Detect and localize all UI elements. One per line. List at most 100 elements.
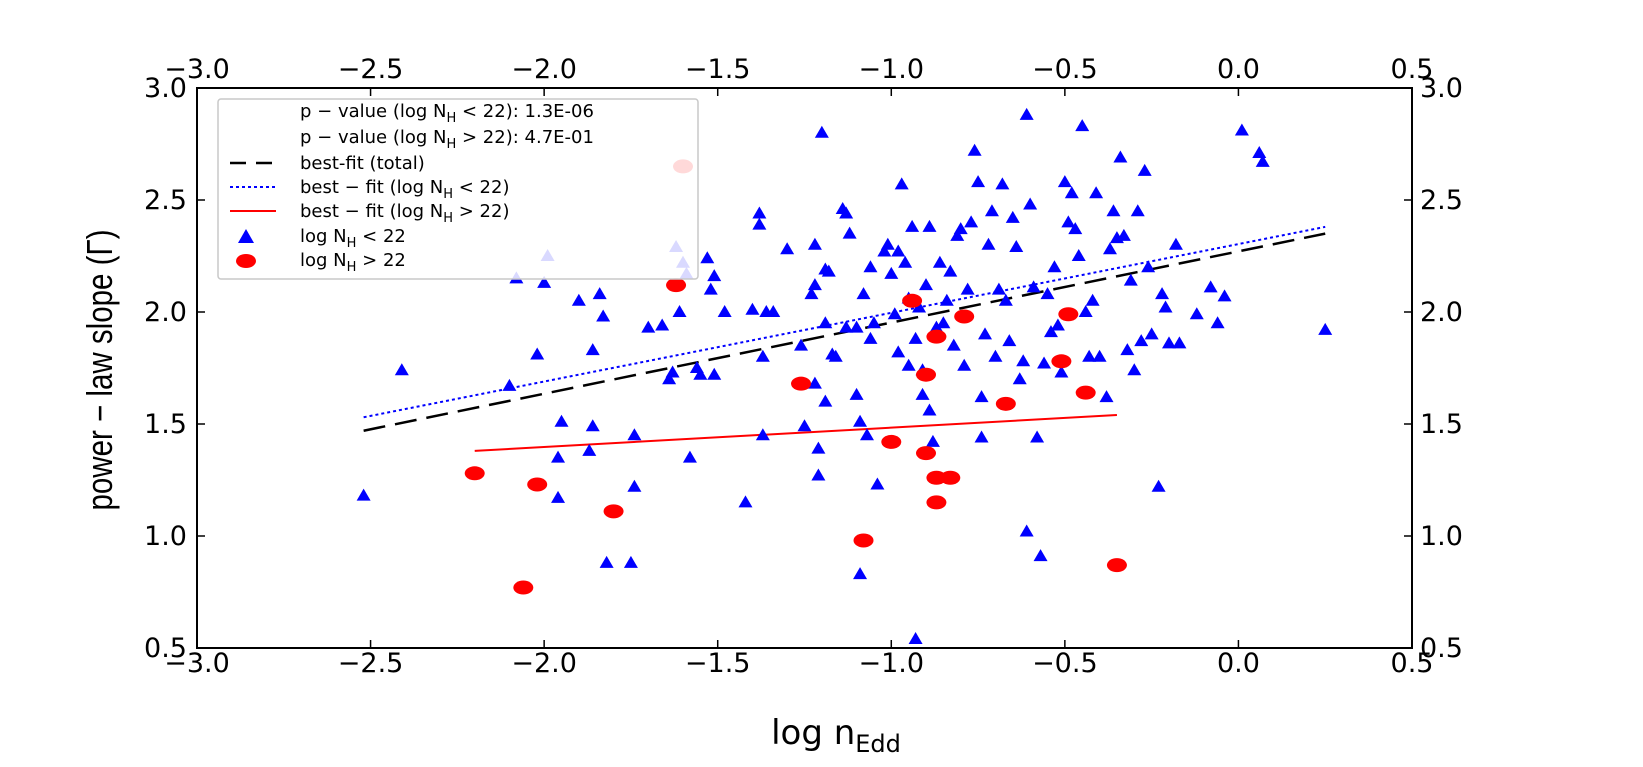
data-point-triangle xyxy=(551,490,566,503)
data-point-triangle xyxy=(898,255,913,268)
data-point-triangle xyxy=(877,244,892,257)
data-point-triangle xyxy=(950,228,965,241)
data-point-triangle xyxy=(1030,430,1045,443)
data-point-triangle xyxy=(707,367,722,380)
legend-marker-triangle-icon xyxy=(238,229,254,243)
data-point-triangle xyxy=(1123,273,1138,286)
data-point-triangle xyxy=(1318,322,1333,335)
data-point-triangle xyxy=(804,287,819,300)
data-point-triangle xyxy=(502,378,517,391)
data-point-triangle xyxy=(707,269,722,282)
data-point-triangle xyxy=(755,349,770,362)
data-point-triangle xyxy=(596,309,611,322)
data-point-triangle xyxy=(859,428,874,441)
data-point-triangle xyxy=(1050,318,1065,331)
y-tick-label-right: 2.5 xyxy=(1420,185,1463,216)
data-point-triangle xyxy=(818,316,833,329)
data-point-triangle xyxy=(554,414,569,427)
y-tick-label-left: 1.5 xyxy=(144,409,187,440)
legend-pvalue-low: p − value (log NH < 22): 1.3E-06 xyxy=(300,101,594,126)
data-point-triangle xyxy=(1033,549,1048,562)
data-point-triangle xyxy=(839,206,854,219)
data-point-triangle xyxy=(1137,163,1152,176)
tick-labels: −3.0 −3.0 −2.5 −2.5 −2.0 −2.0 −1.5 −1.5 −1.0 −1.0… xyxy=(144,54,1463,679)
data-point-triangle xyxy=(1168,237,1183,250)
data-point-triangle xyxy=(537,275,552,288)
data-point-triangle xyxy=(1189,307,1204,320)
data-point-triangle xyxy=(1005,210,1020,223)
data-point-triangle xyxy=(912,300,927,313)
data-point-triangle xyxy=(863,331,878,344)
x-tick-label-bottom: −3.0 xyxy=(164,648,230,679)
data-point-triangle xyxy=(700,251,715,264)
legend-scatter-low: log NH < 22 xyxy=(300,226,406,251)
data-point-triangle xyxy=(1134,334,1149,347)
data-point-triangle xyxy=(960,282,975,295)
legend-fit-total: best-fit (total) xyxy=(300,153,425,174)
data-point-triangle xyxy=(1099,390,1114,403)
data-point-triangle xyxy=(922,219,937,232)
data-point-triangle xyxy=(1210,316,1225,329)
data-point-ellipse xyxy=(464,466,485,481)
y-axis-title: power − law slope (Γ) xyxy=(79,229,119,510)
data-point-triangle xyxy=(853,414,868,427)
data-point-triangle xyxy=(818,394,833,407)
data-point-triangle xyxy=(599,555,614,568)
data-point-triangle xyxy=(946,338,961,351)
data-point-triangle xyxy=(863,260,878,273)
x-tick-label-bottom: 0.5 xyxy=(1391,648,1434,679)
data-point-triangle xyxy=(929,320,944,333)
data-point-triangle xyxy=(1144,327,1159,340)
data-point-triangle xyxy=(592,287,607,300)
data-point-triangle xyxy=(932,255,947,268)
data-point-triangle xyxy=(794,338,809,351)
data-point-triangle xyxy=(964,215,979,228)
data-point-triangle xyxy=(974,390,989,403)
data-point-triangle xyxy=(901,358,916,371)
data-point-triangle xyxy=(703,282,718,295)
data-point-triangle xyxy=(866,316,881,329)
data-point-triangle xyxy=(755,428,770,441)
data-point-triangle xyxy=(1068,222,1083,235)
data-point-triangle xyxy=(1019,524,1034,537)
data-point-triangle xyxy=(752,206,767,219)
data-point-triangle xyxy=(1162,336,1176,349)
data-point-triangle xyxy=(585,343,600,356)
x-tick-label-bottom: −0.5 xyxy=(1032,648,1098,679)
data-point-triangle xyxy=(880,237,895,250)
y-tick-label-right: 3.0 xyxy=(1420,73,1463,104)
y-tick-label-left: 2.0 xyxy=(144,297,187,328)
data-point-triangle xyxy=(665,365,680,378)
data-point-ellipse xyxy=(926,329,947,344)
y-tick-label-left: 0.5 xyxy=(144,633,187,664)
x-tick-label-top: 0.5 xyxy=(1391,54,1434,85)
x-tick-label-bottom: 0.0 xyxy=(1217,648,1260,679)
data-point-triangle xyxy=(1102,242,1117,255)
data-point-triangle xyxy=(693,367,708,380)
data-point-triangle xyxy=(1116,228,1131,241)
x-tick-label-top: −1.5 xyxy=(685,54,751,85)
data-point-triangle xyxy=(1252,145,1267,158)
data-point-triangle xyxy=(811,441,826,454)
fit-line-dotted xyxy=(363,225,1326,419)
data-point-triangle xyxy=(936,316,951,329)
data-point-triangle xyxy=(1217,289,1232,302)
data-point-triangle xyxy=(356,488,371,501)
data-point-triangle xyxy=(842,226,857,239)
data-point-triangle xyxy=(1061,215,1076,228)
x-tick-label-bottom: −2.0 xyxy=(511,648,577,679)
data-point-triangle xyxy=(908,632,923,645)
data-point-triangle xyxy=(1054,365,1069,378)
legend-fit-low: best − fit (log NH < 22) xyxy=(300,177,509,202)
data-point-triangle xyxy=(1075,119,1090,132)
data-point-triangle xyxy=(981,237,996,250)
data-point-triangle xyxy=(1019,107,1034,120)
y-tick-label-left: 1.0 xyxy=(144,521,187,552)
data-point-triangle xyxy=(957,358,972,371)
fit-line-solid xyxy=(474,414,1117,452)
data-point-triangle xyxy=(766,305,781,317)
data-point-triangle xyxy=(807,237,822,250)
data-point-triangle xyxy=(672,305,687,317)
